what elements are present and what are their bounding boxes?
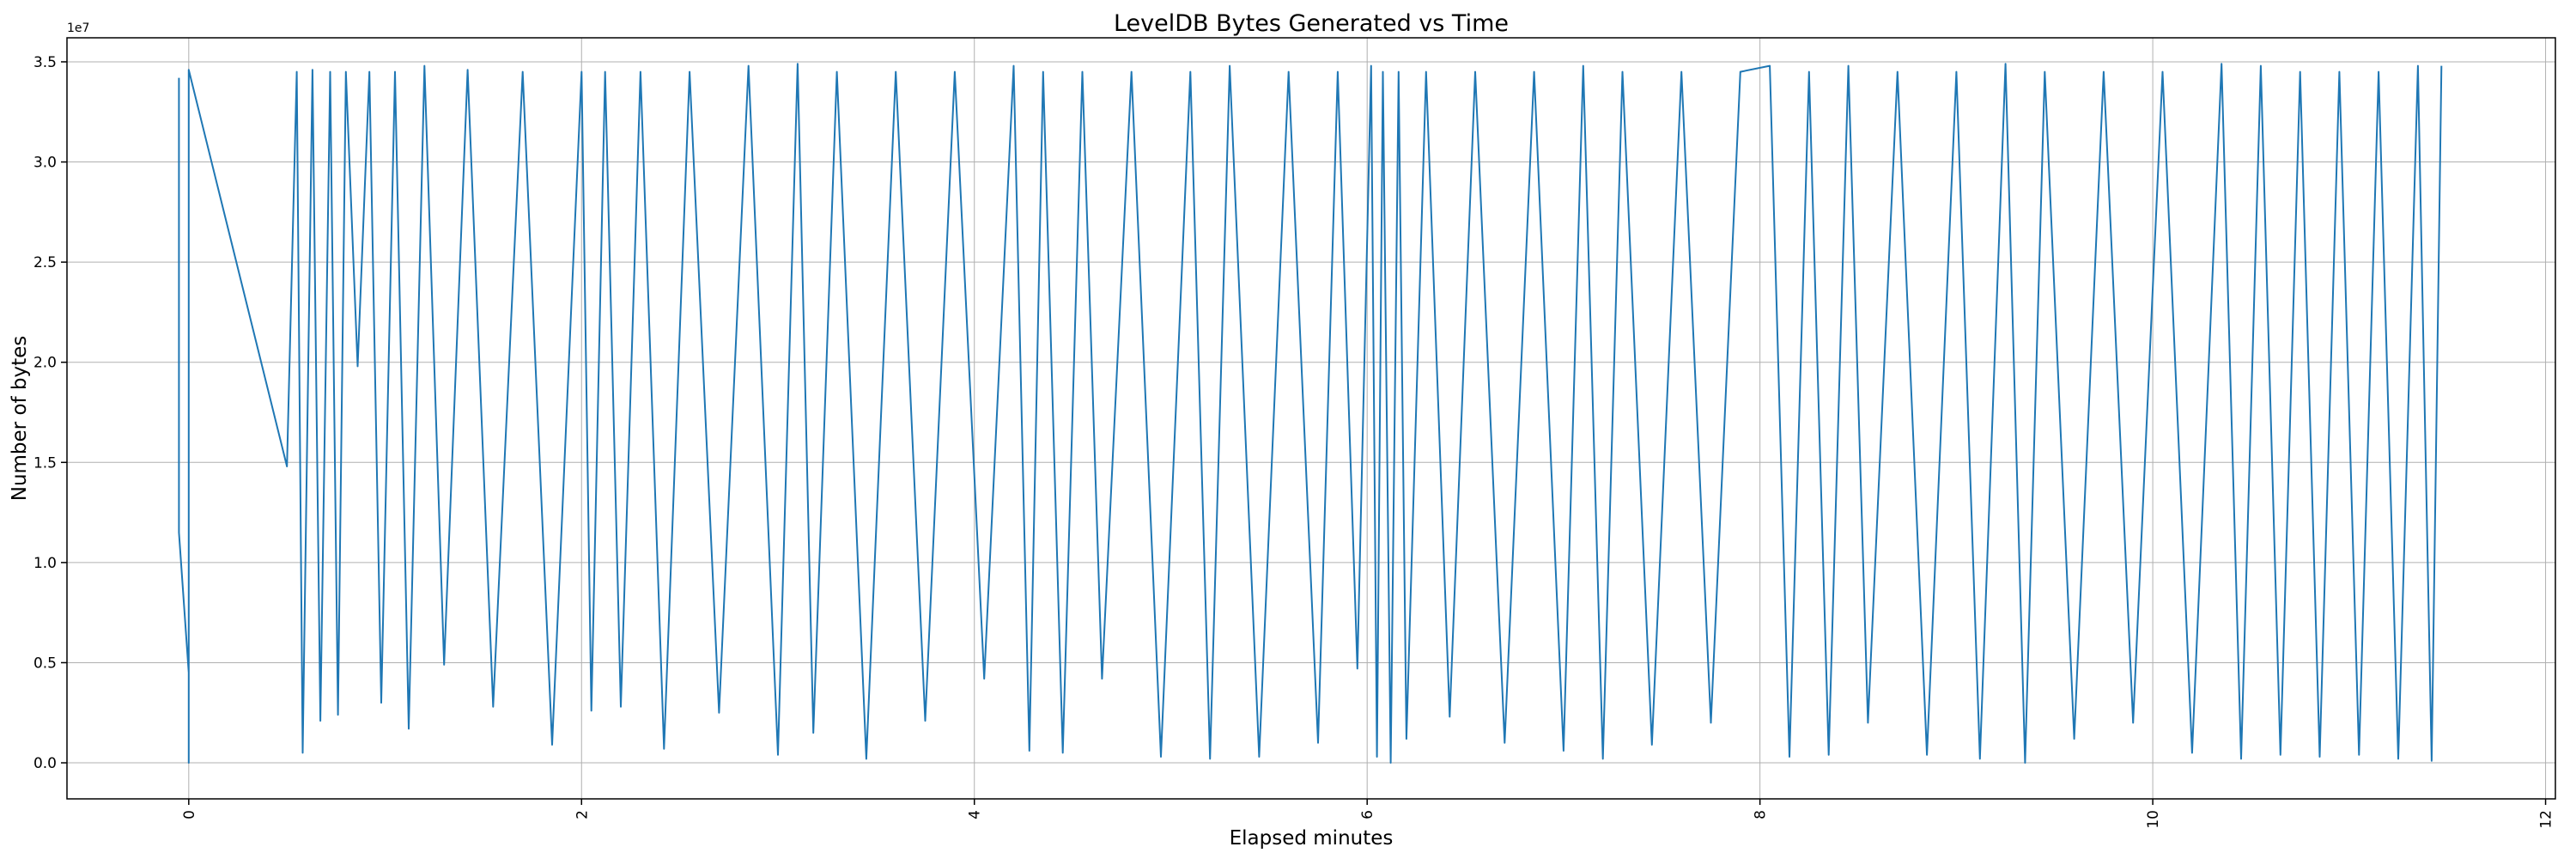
y-tick-label: 0.5: [33, 655, 57, 672]
y-axis-label: Number of bytes: [9, 336, 31, 502]
chart-title: LevelDB Bytes Generated vs Time: [1114, 10, 1509, 37]
series-line: [178, 63, 2443, 764]
x-tick-label: 2: [574, 810, 591, 819]
y-tick-label: 1.0: [33, 555, 57, 572]
y-tick-label: 0.0: [33, 755, 57, 772]
x-tick-label: 0: [181, 810, 198, 819]
y-offset-text: 1e7: [67, 21, 89, 35]
y-tick-label: 1.5: [33, 454, 57, 472]
x-tick-label: 12: [2538, 810, 2555, 829]
x-tick-label: 10: [2145, 810, 2162, 829]
x-tick-label: 6: [1359, 810, 1376, 819]
x-tick-label: 8: [1753, 810, 1770, 819]
y-tick-label: 3.5: [33, 54, 57, 71]
x-axis-label: Elapsed minutes: [1230, 827, 1394, 850]
plot-frame: [66, 37, 2556, 800]
y-tick-label: 3.0: [33, 155, 57, 172]
ticks: 0 2 4 6 8 10 12 0.0 0.5 1.0 1.5 2.0 2.5 3.0 3.5: [33, 54, 2555, 829]
y-tick-label: 2.5: [33, 254, 57, 271]
y-tick-label: 2.0: [33, 355, 57, 372]
x-tick-label: 4: [967, 810, 984, 819]
